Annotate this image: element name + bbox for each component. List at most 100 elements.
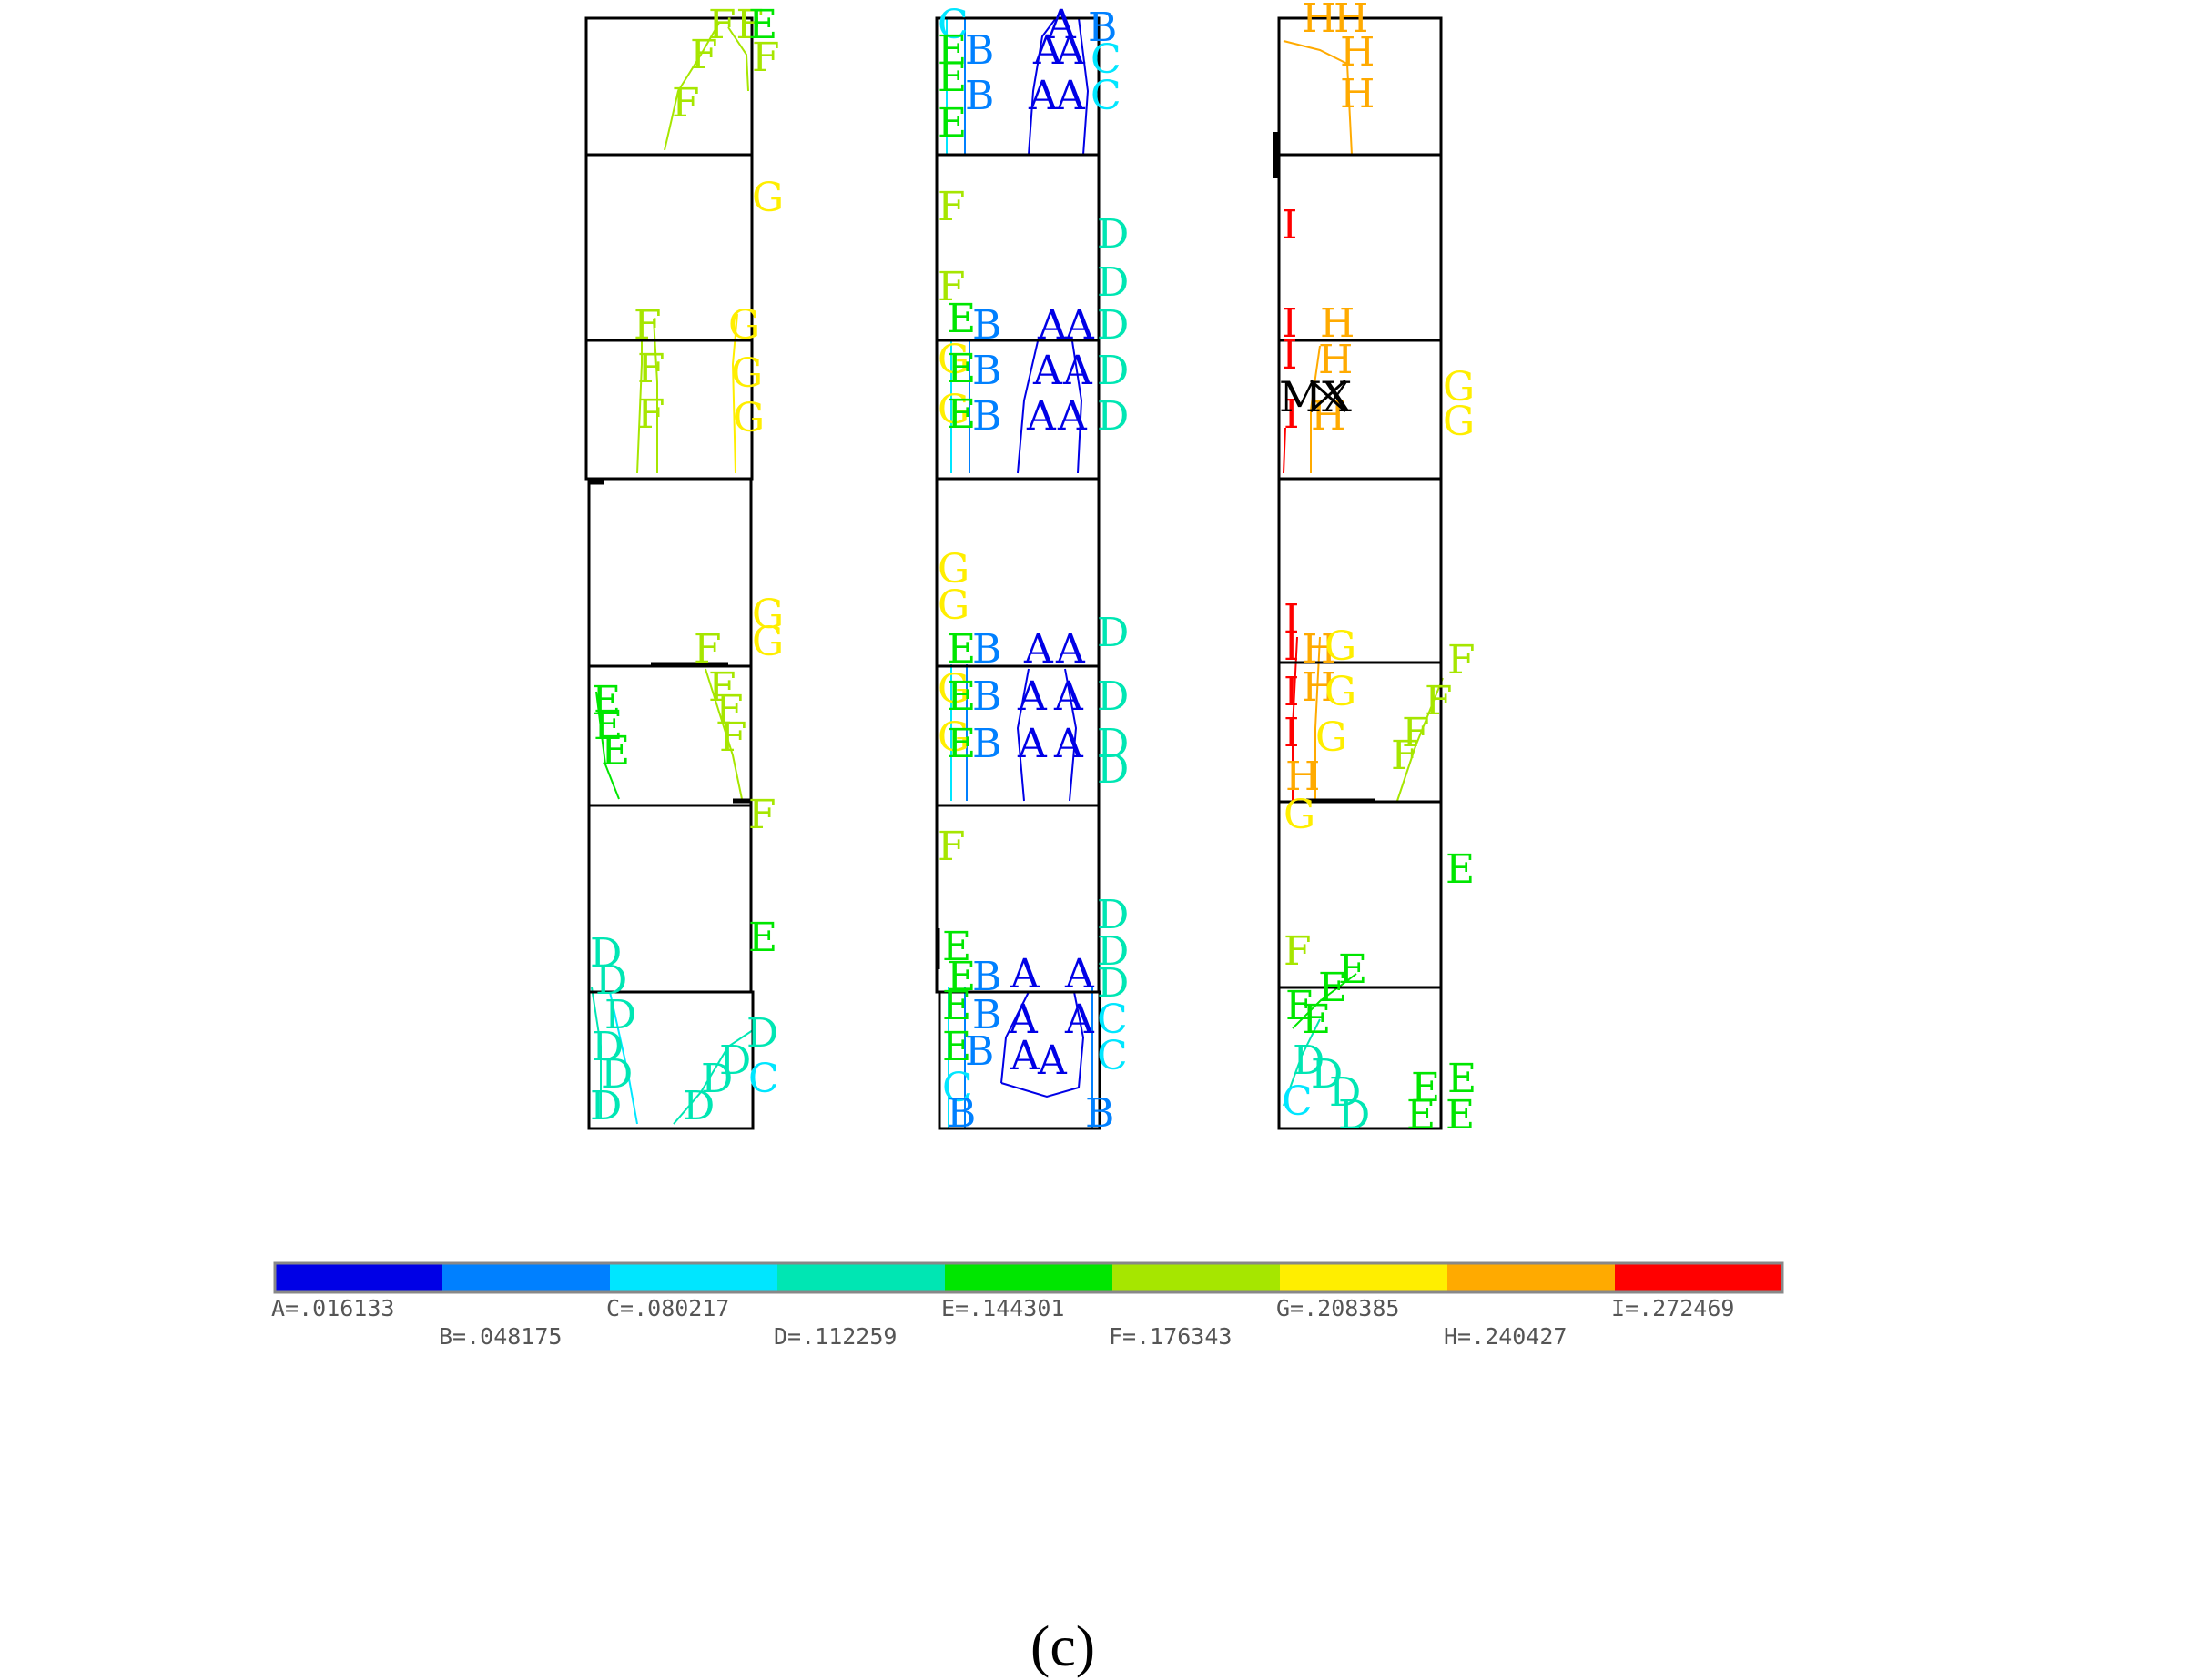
- contour-label-d: D: [1097, 259, 1129, 306]
- contour-label-a: A: [1053, 673, 1084, 720]
- contour-label-b: B: [972, 673, 1001, 720]
- contour-label-f: F: [748, 792, 776, 838]
- legend-swatch-e: [945, 1263, 1113, 1292]
- contour-label-a: A: [1046, 2, 1077, 48]
- contour-line: [609, 991, 638, 1125]
- contour-line: [1064, 668, 1078, 802]
- contour-label-a: A: [1055, 626, 1086, 673]
- contour-label-e: E: [938, 100, 967, 147]
- contour-label-f: F: [938, 184, 966, 230]
- contour-label-a: A: [1010, 1033, 1040, 1079]
- contour-label-h: H: [1340, 29, 1375, 76]
- contour-label-c: C: [1091, 36, 1121, 83]
- contour-label-g: G: [938, 387, 969, 433]
- contour-label-g: G: [1315, 714, 1347, 761]
- contour-label-f: F: [690, 32, 718, 78]
- contour-line: [1283, 1018, 1321, 1107]
- contour-label-b: B: [1088, 5, 1117, 51]
- contour-label-f: F: [694, 626, 722, 673]
- column-3-contours: [1283, 40, 1444, 1107]
- contour-line: [727, 26, 749, 92]
- column-2-labels: A C B A A E B C E B A A C E F D D F E B …: [938, 2, 1129, 1137]
- column-2: A C B A A E B C E B A A C E F D D F E B …: [935, 2, 1129, 1137]
- contour-label-b: B: [1085, 1090, 1114, 1137]
- contour-label-e: E: [1411, 1065, 1440, 1111]
- contour-label-g: G: [938, 546, 969, 592]
- contour-label-g: G: [1443, 364, 1475, 410]
- legend-swatch-h: [1447, 1263, 1616, 1292]
- contour-label-e: E: [1446, 1092, 1475, 1139]
- contour-label-b: B: [972, 302, 1001, 349]
- contour-line: [1071, 340, 1083, 474]
- contour-label-i: I: [1284, 669, 1299, 715]
- contour-line: [1078, 17, 1090, 156]
- contour-label-e: E: [1447, 1056, 1476, 1102]
- contour-label-d: D: [1338, 1092, 1370, 1139]
- contour-line: [1016, 668, 1030, 802]
- contour-line: [1283, 40, 1353, 156]
- contour-label-e: E: [942, 924, 971, 970]
- contour-label-d: D: [601, 1051, 633, 1098]
- contour-label-a: A: [1055, 73, 1086, 119]
- contour-label-h: H: [1302, 626, 1336, 673]
- contour-line: [1314, 636, 1321, 801]
- contour-label-i: I: [1282, 202, 1297, 248]
- contour-label-e: E: [1406, 1092, 1436, 1139]
- contour-label-e: E: [1302, 997, 1331, 1043]
- column-3: H H H H I I H I H I H G G I I H G I H G …: [1273, 0, 1476, 1139]
- contour-label-a: A: [1023, 626, 1054, 673]
- column-1-contours: [591, 22, 756, 1125]
- max-marker-label: MX: [1279, 372, 1352, 421]
- contour-label-d: D: [1097, 211, 1129, 258]
- contour-label-b: B: [965, 1028, 994, 1075]
- contour-label-h: H: [1340, 71, 1375, 117]
- legend-label-d: D=.112259: [774, 1323, 897, 1350]
- contour-label-e: E: [592, 678, 621, 724]
- contour-label-g: G: [733, 395, 765, 441]
- box-4: [587, 477, 753, 668]
- legend-label-a: A=.016133: [271, 1295, 394, 1321]
- contour-label-c: C: [1091, 73, 1121, 119]
- contour-label-d: D: [1097, 721, 1129, 767]
- max-marker: MX: [1279, 372, 1352, 421]
- contour-label-d: D: [1097, 673, 1129, 720]
- contour-label-e: E: [947, 626, 976, 673]
- contour-label-i: I: [1284, 623, 1299, 670]
- legend-labels: A=.016133 B=.048175 C=.080217 D=.112259 E=.1…: [271, 1295, 1734, 1350]
- contour-label-e: E: [1318, 965, 1347, 1011]
- contour-label-h: H: [1302, 664, 1336, 711]
- contour-line: [1292, 636, 1298, 801]
- legend-swatch-f: [1112, 1263, 1281, 1292]
- legend-label-i: I=.272469: [1611, 1295, 1734, 1321]
- box-7: [938, 990, 1101, 1130]
- contour-line: [1028, 17, 1057, 156]
- contour-label-d: D: [1097, 960, 1129, 1007]
- figure-caption: (c): [1030, 1614, 1095, 1678]
- legend-label-b: B=.048175: [439, 1323, 562, 1350]
- contour-label-f: F: [1402, 710, 1430, 756]
- contour-label-c: C: [1097, 997, 1128, 1043]
- contour-label-a: A: [1032, 27, 1063, 74]
- contour-label-a: A: [1037, 1037, 1068, 1084]
- contour-label-i: I: [1284, 710, 1299, 756]
- contour-label-h: H: [1311, 393, 1345, 440]
- legend-label-e: E=.144301: [941, 1295, 1064, 1321]
- column-3-edge-marks: [1273, 132, 1375, 804]
- legend-label-c: C=.080217: [606, 1295, 729, 1321]
- contour-label-c: C: [748, 1056, 779, 1102]
- contour-line: [705, 668, 743, 800]
- color-legend: A=.016133 B=.048175 C=.080217 D=.112259 E=.1…: [271, 1261, 1784, 1350]
- contour-label-e: E: [601, 728, 630, 774]
- column-3-boxes: [1277, 16, 1443, 1130]
- contour-label-g: G: [728, 302, 760, 349]
- contour-label-d: D: [1097, 393, 1129, 440]
- contour-label-d: D: [592, 1024, 624, 1070]
- box-7: [1277, 986, 1443, 1130]
- contour-label-f: F: [637, 391, 665, 438]
- contour-label-d: D: [1097, 746, 1129, 793]
- contour-label-h: H: [1320, 300, 1355, 347]
- contour-label-d: D: [1311, 1051, 1343, 1098]
- contour-label-e: E: [1338, 946, 1367, 993]
- contour-label-a: A: [1064, 302, 1095, 349]
